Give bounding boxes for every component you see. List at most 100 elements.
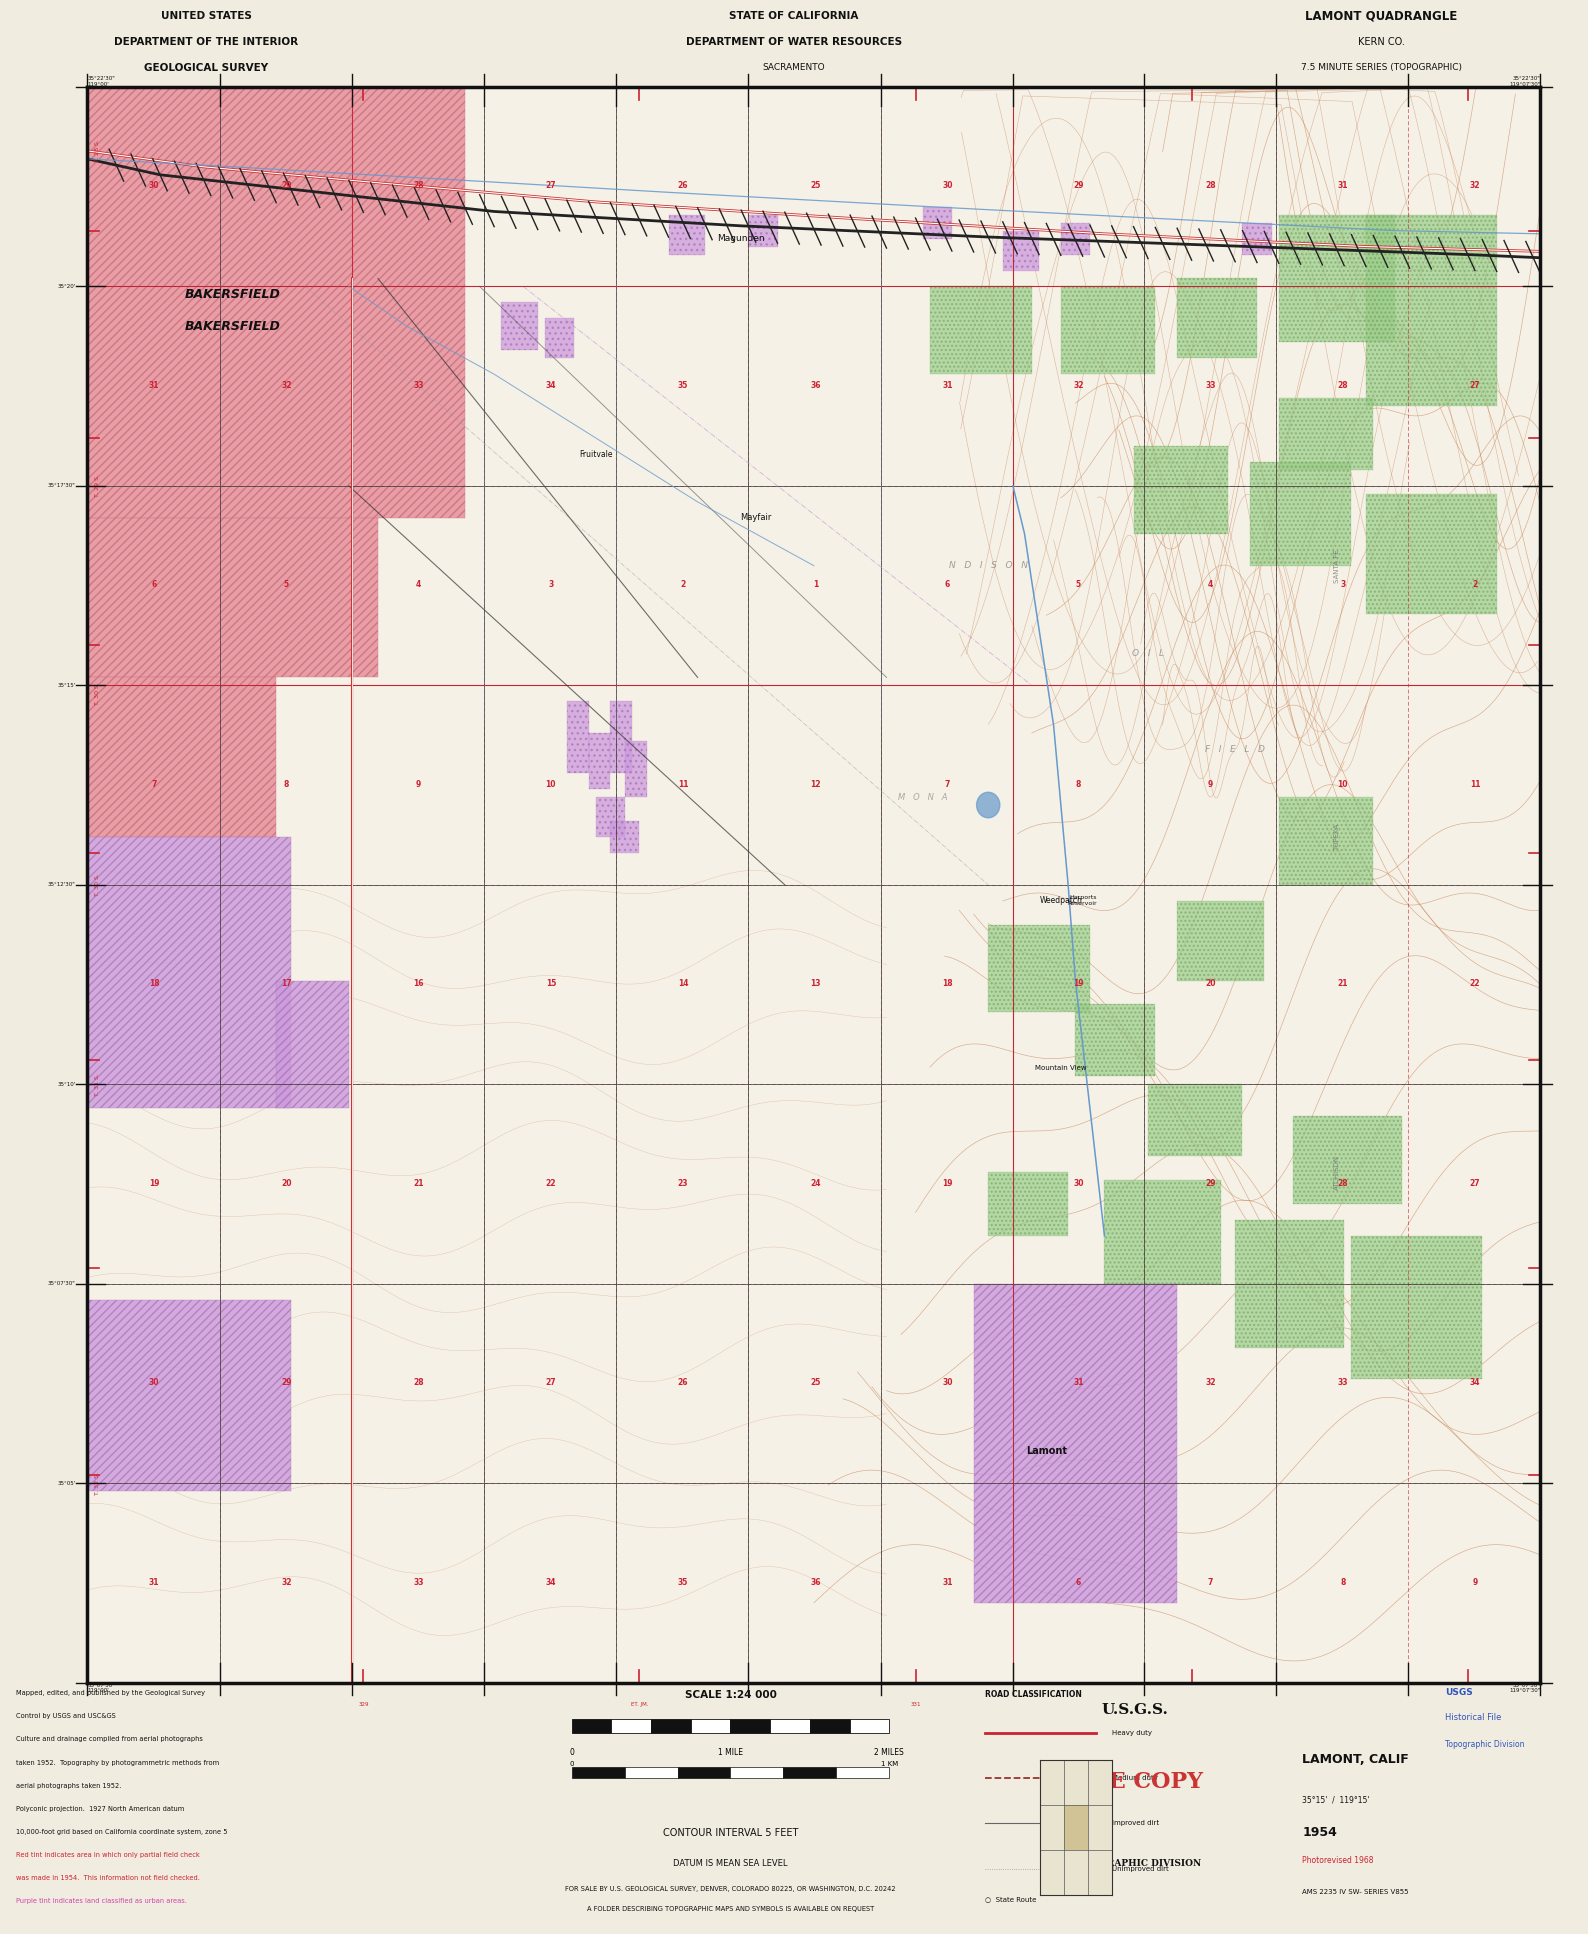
Text: Topographic Division: Topographic Division [1445, 1741, 1524, 1750]
Text: 35°10': 35°10' [57, 1081, 76, 1087]
Text: 6: 6 [945, 580, 950, 590]
Text: LAMONT, CALIF: LAMONT, CALIF [1302, 1752, 1409, 1766]
Text: 2: 2 [680, 580, 686, 590]
Text: Purple tint indicates land classified as urban areas.: Purple tint indicates land classified as… [16, 1899, 187, 1905]
Text: 33: 33 [413, 1578, 424, 1586]
Bar [988, 1172, 1069, 1236]
Bar [545, 319, 575, 358]
Bar [626, 741, 646, 797]
Text: Photorevised 1968: Photorevised 1968 [1302, 1857, 1374, 1864]
Text: 36: 36 [810, 381, 821, 391]
Text: 7: 7 [1208, 1578, 1213, 1586]
Text: DEPARTMENT OF WATER RESOURCES: DEPARTMENT OF WATER RESOURCES [686, 37, 902, 46]
Text: 9: 9 [416, 779, 421, 789]
Text: Culture and drainage compiled from aerial photographs: Culture and drainage compiled from aeria… [16, 1737, 203, 1743]
Text: Fruitvale: Fruitvale [580, 449, 613, 458]
Text: 5: 5 [284, 580, 289, 590]
Bar [1366, 493, 1497, 613]
Text: 28: 28 [1205, 182, 1216, 190]
Text: 28: 28 [413, 182, 424, 190]
Bar [691, 1719, 730, 1733]
Text: 26: 26 [678, 1379, 688, 1387]
Text: Weedpatch: Weedpatch [1040, 895, 1083, 905]
Text: 36: 36 [810, 1578, 821, 1586]
Text: 6: 6 [151, 580, 157, 590]
Bar [1351, 1236, 1482, 1379]
Bar [1278, 797, 1374, 886]
Bar [1075, 1004, 1156, 1075]
Text: 19: 19 [1073, 979, 1083, 988]
Bar [1177, 278, 1258, 358]
Circle shape [977, 793, 1000, 818]
Text: 29: 29 [1073, 182, 1083, 190]
Text: 19: 19 [149, 1178, 159, 1187]
Bar [678, 1768, 730, 1777]
Text: 30: 30 [149, 1379, 159, 1387]
Text: F   I   E   L   D: F I E L D [1205, 745, 1266, 754]
Text: 1954: 1954 [1302, 1826, 1337, 1839]
Text: Red tint indicates area in which only partial field check: Red tint indicates area in which only pa… [16, 1853, 200, 1859]
Bar [1366, 215, 1497, 406]
Text: 34: 34 [546, 1578, 556, 1586]
Text: 33: 33 [413, 381, 424, 391]
Bar [1064, 1804, 1088, 1851]
Text: 27: 27 [1469, 381, 1480, 391]
Text: Mayfair: Mayfair [740, 513, 772, 522]
Text: Mountain View: Mountain View [1035, 1066, 1086, 1071]
Bar [1278, 398, 1374, 470]
Bar [276, 981, 349, 1108]
Text: 2 MILES: 2 MILES [875, 1748, 904, 1756]
Text: 10: 10 [546, 779, 556, 789]
Text: T. 30 S.: T. 30 S. [95, 683, 100, 704]
Text: 35°17'30": 35°17'30" [48, 484, 76, 489]
Text: T. 28 S.: T. 28 S. [95, 139, 100, 162]
Text: 35: 35 [678, 1578, 688, 1586]
Bar [1061, 286, 1156, 375]
Text: Polyconic projection.  1927 North American datum: Polyconic projection. 1927 North America… [16, 1806, 184, 1812]
Bar [567, 702, 589, 774]
Bar [1177, 901, 1264, 981]
Text: ○  State Route: ○ State Route [985, 1895, 1035, 1901]
Text: T. 32 S.: T. 32 S. [95, 1472, 100, 1495]
Text: 19: 19 [942, 1178, 953, 1187]
Text: Control by USGS and USC&GS: Control by USGS and USC&GS [16, 1714, 116, 1719]
Text: 3: 3 [548, 580, 554, 590]
Text: FOR SALE BY U.S. GEOLOGICAL SURVEY, DENVER, COLORADO 80225, OR WASHINGTON, D.C. : FOR SALE BY U.S. GEOLOGICAL SURVEY, DENV… [565, 1886, 896, 1891]
Text: 23: 23 [678, 1178, 688, 1187]
Text: U.S.G.S.: U.S.G.S. [1102, 1702, 1169, 1717]
Text: AMS 2235 IV SW- SERIES V855: AMS 2235 IV SW- SERIES V855 [1302, 1890, 1409, 1895]
Text: 35: 35 [678, 381, 688, 391]
Text: 7: 7 [945, 779, 950, 789]
Bar [572, 1719, 611, 1733]
Bar [748, 215, 778, 246]
Text: Medium duty: Medium duty [1112, 1775, 1158, 1781]
Text: 32: 32 [281, 1578, 292, 1586]
Text: 34: 34 [546, 381, 556, 391]
Bar [1148, 1085, 1242, 1157]
Text: aerial photographs taken 1952.: aerial photographs taken 1952. [16, 1783, 121, 1789]
Bar [730, 1768, 783, 1777]
Bar [973, 1284, 1177, 1603]
Text: 4: 4 [1208, 580, 1213, 590]
Text: 8: 8 [1340, 1578, 1345, 1586]
Text: 8: 8 [1075, 779, 1081, 789]
Text: N   D   I   S   O   N: N D I S O N [948, 561, 1027, 571]
Bar [502, 302, 538, 350]
Text: 14: 14 [678, 979, 688, 988]
Bar [610, 702, 632, 774]
Text: 21: 21 [1337, 979, 1348, 988]
Bar [1235, 1220, 1343, 1348]
Text: USGS: USGS [1445, 1688, 1472, 1696]
Text: taken 1952.  Topography by photogrammetric methods from: taken 1952. Topography by photogrammetri… [16, 1760, 219, 1766]
Bar [572, 1768, 624, 1777]
Text: 331: 331 [910, 1702, 921, 1706]
Text: 4: 4 [416, 580, 421, 590]
Text: 13: 13 [810, 979, 821, 988]
Bar [850, 1719, 889, 1733]
Text: 20: 20 [1205, 979, 1216, 988]
Text: 7: 7 [151, 779, 157, 789]
Text: 31: 31 [149, 1578, 159, 1586]
Bar [810, 1719, 850, 1733]
Text: 10: 10 [1337, 779, 1348, 789]
Bar [596, 797, 626, 837]
